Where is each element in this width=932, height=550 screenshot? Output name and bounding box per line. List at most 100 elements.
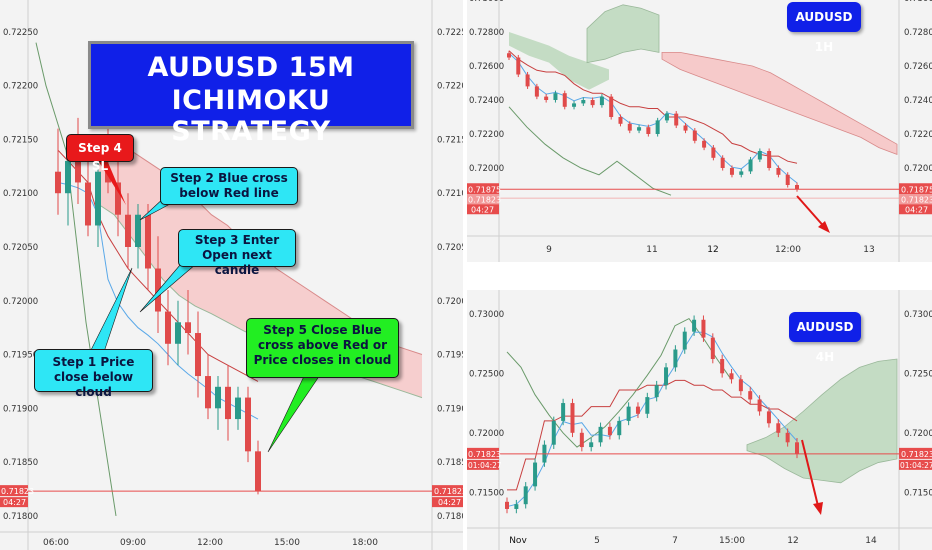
left-ytick-right-6: 0.71950 bbox=[437, 351, 463, 361]
tr-candle-8 bbox=[581, 100, 586, 104]
br-candle-15 bbox=[645, 397, 650, 414]
br-candle-27 bbox=[757, 399, 762, 412]
br-candle-22 bbox=[710, 337, 715, 360]
br-candle-7 bbox=[570, 403, 575, 433]
tr-countdown-tag-r bbox=[899, 204, 932, 215]
left-candle-7 bbox=[125, 214, 131, 247]
br-candle-18 bbox=[673, 349, 678, 368]
chart-4h-panel: 0.73000 0.73000 0.72500 0.72500 0.72000 0.720… bbox=[467, 290, 932, 550]
tr-price-tag-r-text: 0.71875 bbox=[901, 185, 932, 194]
panel-gap bbox=[467, 262, 932, 290]
br-countdown-tag-l bbox=[467, 459, 499, 470]
step4-pointer bbox=[99, 160, 126, 205]
br-candle-23 bbox=[720, 359, 725, 374]
left-ytick-left-8: 0.71850 bbox=[3, 458, 38, 468]
tr-candle-23 bbox=[720, 157, 725, 168]
tr-kijun-line bbox=[508, 50, 798, 164]
br-xtick-2: 7 bbox=[672, 536, 678, 546]
tr-candle-17 bbox=[664, 113, 669, 121]
br-candle-20 bbox=[692, 319, 697, 332]
br-arrow-head bbox=[813, 502, 823, 515]
left-ytick-left-0: 0.72250 bbox=[3, 28, 38, 38]
tr-ytick-right-2: 0.72600 bbox=[904, 62, 932, 72]
tr-ytick-left-3: 0.72400 bbox=[469, 96, 504, 106]
tr-countdown-l-text: 04:27 bbox=[471, 205, 494, 214]
left-candle-2 bbox=[75, 160, 81, 183]
tr-kumo-bull-1 bbox=[509, 32, 609, 90]
step5-callout: Step 5 Close Blue cross above Red or Pri… bbox=[246, 318, 399, 378]
br-ytick-left-4: 0.71500 bbox=[469, 488, 504, 498]
chart-1h-svg: 0.73000 0.73000 0.72800 0.72800 0.72600 0.726… bbox=[467, 0, 932, 262]
left-candle-15 bbox=[205, 376, 211, 409]
left-candle-11 bbox=[165, 311, 171, 344]
br-candle-2 bbox=[523, 486, 528, 505]
tr-candle-26 bbox=[748, 159, 753, 172]
left-candle-0 bbox=[55, 171, 61, 194]
left-ytick-left-2: 0.72150 bbox=[3, 135, 38, 145]
left-candle-18 bbox=[235, 397, 241, 420]
tr-candle-29 bbox=[776, 168, 781, 175]
tr-price-tag-r bbox=[899, 183, 932, 195]
br-candle-8 bbox=[579, 432, 584, 448]
tr-kumo-bear bbox=[661, 52, 898, 155]
br-candle-30 bbox=[785, 432, 790, 443]
br-candle-26 bbox=[748, 391, 753, 400]
tr-ytick-right-3: 0.72400 bbox=[904, 96, 932, 106]
br-candle-28 bbox=[766, 411, 771, 424]
left-ytick-right-4: 0.72050 bbox=[437, 243, 463, 253]
br-candle-10 bbox=[598, 426, 603, 443]
left-tenkan-line bbox=[57, 182, 259, 420]
tr-price2-tag-r bbox=[899, 194, 932, 205]
br-candle-11 bbox=[607, 426, 612, 436]
tr-candle-31 bbox=[795, 185, 799, 190]
br-ytick-right-1: 0.72500 bbox=[904, 369, 932, 379]
chart-1h-panel: 0.73000 0.73000 0.72800 0.72800 0.72600 0.726… bbox=[467, 0, 932, 262]
br-ytick-left-0: 0.73000 bbox=[469, 310, 504, 320]
tr-xtick-3: 12:00 bbox=[775, 245, 801, 255]
left-price-tag-l-text: 0.71823 bbox=[1, 487, 34, 496]
tr-candle-0 bbox=[507, 53, 511, 58]
br-price-tag-r-text: 0.71823 bbox=[901, 450, 932, 459]
left-candle-13 bbox=[185, 322, 191, 334]
br-price-tag-l bbox=[467, 447, 499, 459]
tr-candle-10 bbox=[599, 96, 604, 106]
tr-xtick-2: 12 bbox=[707, 245, 718, 255]
br-candle-31 bbox=[795, 442, 799, 454]
tr-candle-21 bbox=[702, 140, 707, 148]
br-xtick-3: 15:00 bbox=[719, 536, 745, 546]
left-ytick-left-1: 0.72200 bbox=[3, 82, 38, 92]
left-xtick-4: 18:00 bbox=[352, 538, 378, 548]
tr-xtick-4: 13 bbox=[863, 245, 874, 255]
tr-candle-6 bbox=[562, 93, 567, 107]
br-ytick-right-4: 0.71500 bbox=[904, 488, 932, 498]
br-candle-13 bbox=[626, 406, 631, 421]
tr-ytick-left-4: 0.72200 bbox=[469, 130, 504, 140]
left-ytick-left-3: 0.72100 bbox=[3, 189, 38, 199]
br-candle-17 bbox=[664, 367, 669, 386]
br-candle-29 bbox=[776, 423, 781, 433]
left-ytick-right-2: 0.72150 bbox=[437, 135, 463, 145]
left-candle-3 bbox=[85, 182, 91, 226]
chart-4h-badge: AUDUSD 4H bbox=[789, 312, 861, 364]
br-candle-12 bbox=[617, 420, 622, 436]
tr-candle-9 bbox=[590, 100, 595, 106]
tr-ytick-left-1: 0.72800 bbox=[469, 28, 504, 38]
tr-price-tag-l bbox=[467, 183, 499, 195]
left-countdown-tag-l bbox=[0, 497, 28, 508]
left-ytick-left-6: 0.71950 bbox=[3, 351, 38, 361]
br-xtick-1: 5 bbox=[594, 536, 600, 546]
step4-sl-callout: Step 4 SL bbox=[66, 134, 134, 173]
br-price-tag-r bbox=[899, 447, 932, 459]
br-candle-3 bbox=[533, 462, 538, 487]
left-xtick-1: 09:00 bbox=[120, 538, 146, 548]
left-candle-14 bbox=[195, 333, 201, 377]
tr-countdown-tag-l bbox=[467, 204, 499, 215]
br-kumo-bull bbox=[746, 358, 898, 484]
tr-ytick-left-0: 0.73000 bbox=[469, 0, 504, 4]
tr-candle-12 bbox=[618, 117, 623, 124]
tr-candle-4 bbox=[544, 96, 549, 100]
tr-candle-25 bbox=[739, 171, 744, 175]
left-candle-5 bbox=[105, 171, 111, 183]
tr-xtick-0: 9 bbox=[546, 245, 552, 255]
tr-chikou-line bbox=[508, 106, 672, 196]
